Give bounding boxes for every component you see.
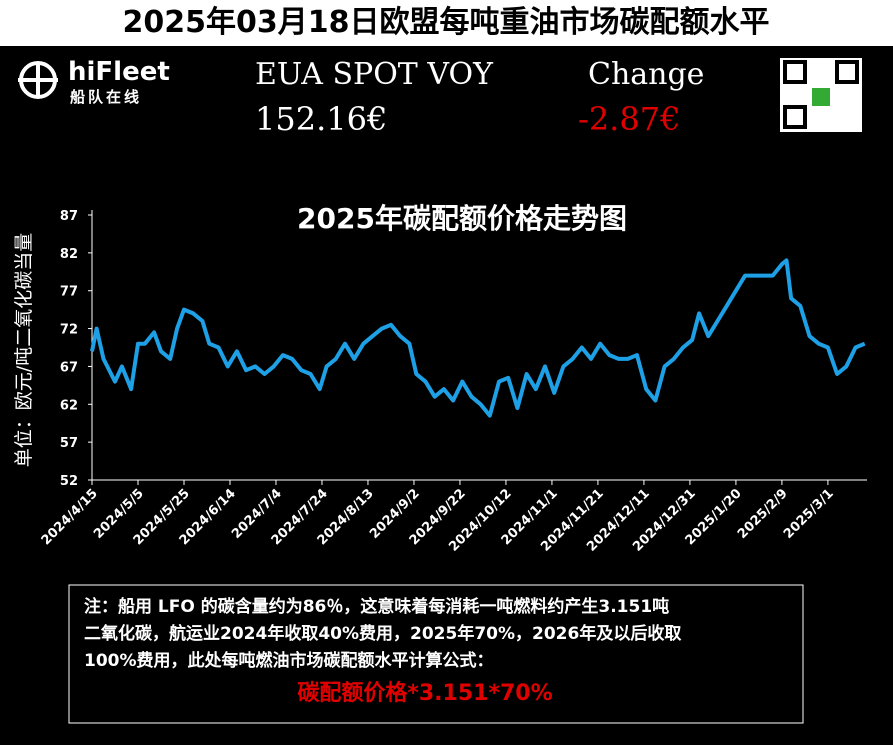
qr-code [780,58,862,132]
y-tick-label: 87 [60,209,78,224]
y-tick-label: 82 [60,247,78,262]
qr-center [812,88,830,106]
qr-finder [783,105,807,129]
title-bar [0,0,893,46]
change-label: Change [588,57,704,92]
logo [18,61,58,99]
page-title: 2025年03月18日欧盟每吨重油市场碳配额水平 [123,5,770,40]
formula: 碳配额价格*3.151*70% [297,680,552,706]
label: EUA SPOT VOY [255,57,494,92]
chart-title: 2025年碳配额价格走势图 [297,202,627,235]
logo-sub: 船队在线 [70,88,142,106]
price: 152.16€ [255,100,387,138]
change: -2.87€ [578,100,680,138]
y-tick-label: 57 [60,436,78,451]
y-tick-label: 52 [60,474,78,489]
y-tick-label: 72 [60,323,78,338]
note-line: 100%费用，此处每吨燃油市场碳配额水平计算公式： [84,650,494,671]
y-tick-label: 77 [60,285,78,300]
note-box [68,584,804,724]
note-line: 注：船用 LFO 的碳含量约为86％，这意味着每消耗一吨燃料约产生3.151吨 [84,596,669,617]
y-tick-label: 67 [60,360,78,375]
qr-finder [835,60,859,84]
price-line [90,258,866,418]
y-tick-label: 62 [60,398,78,413]
note-line: 二氧化碳，航运业2024年收取40%费用，2025年70%，2026年及以后收取 [84,623,681,644]
y-axis-label: 单位：欧元/吨二氧化碳当量 [13,233,35,467]
qr-finder [783,60,807,84]
logo-text: hiFleet [68,57,170,87]
